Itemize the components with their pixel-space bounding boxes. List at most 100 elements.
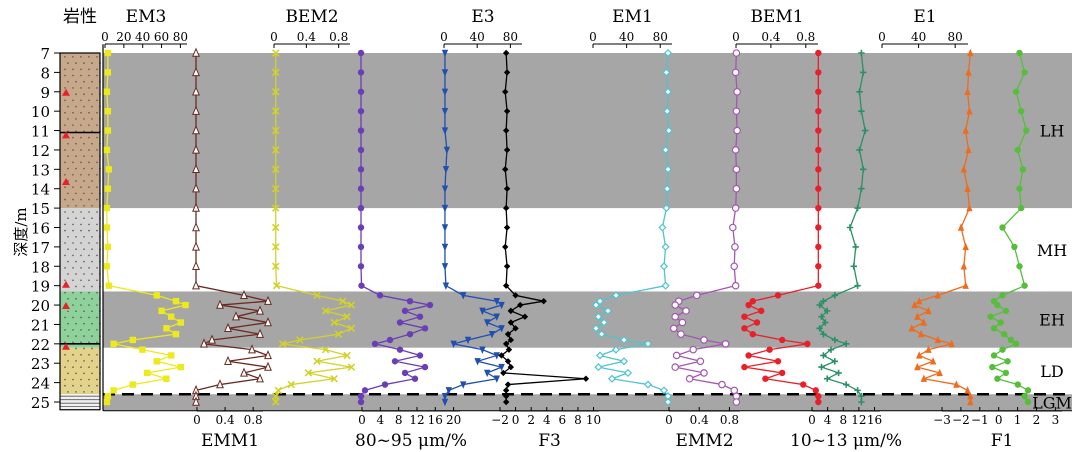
litho-texture-dot [96, 304, 98, 306]
data-point [502, 166, 509, 173]
axis-tick-label: 0 [665, 413, 673, 427]
data-point [144, 369, 151, 377]
data-point [474, 358, 481, 366]
data-point [104, 392, 112, 400]
data-point [271, 165, 280, 174]
litho-texture-dot [91, 391, 93, 393]
axis-tick-label: 40 [470, 30, 485, 44]
data-point [779, 369, 786, 377]
data-point [479, 346, 486, 354]
axis-tick-label: 8 [395, 413, 403, 427]
data-point [104, 127, 112, 134]
series-track-3 [357, 49, 434, 406]
data-point [1023, 127, 1030, 134]
litho-texture-dot [96, 291, 98, 294]
litho-texture-dot [72, 341, 74, 344]
data-point [671, 363, 680, 371]
axis-tick-label: −1 [971, 413, 989, 427]
data-point [503, 69, 511, 76]
data-point [460, 381, 467, 389]
data-point [779, 336, 786, 344]
litho-texture-dot [83, 360, 85, 362]
axis-label-4: E3 [471, 7, 494, 27]
data-point [500, 369, 507, 377]
litho-texture-dot [96, 316, 98, 319]
litho-texture-dot [75, 260, 77, 263]
litho-texture-dot [67, 260, 69, 263]
data-point [997, 319, 1004, 326]
litho-texture-dot [64, 161, 66, 164]
data-point [948, 339, 955, 348]
litho-texture-dot [80, 267, 82, 269]
data-point [1004, 358, 1011, 365]
litho-texture-dot [72, 186, 74, 188]
litho-texture-dot [83, 204, 85, 207]
series-track-4 [441, 49, 505, 407]
data-point [493, 352, 500, 360]
axis-tick-label: 80 [173, 30, 188, 44]
data-point [659, 262, 669, 271]
litho-texture-dot [83, 260, 85, 263]
litho-texture-dot [96, 223, 98, 226]
data-point [441, 224, 449, 232]
litho-texture-dot [91, 93, 93, 95]
litho-texture-dot [72, 291, 74, 294]
data-point [662, 204, 671, 213]
axis-tick-label: 0 [440, 30, 448, 44]
data-point [192, 202, 200, 212]
data-point [232, 311, 240, 321]
data-point [357, 243, 365, 251]
series-track-11 [987, 49, 1032, 406]
data-point [357, 146, 365, 154]
litho-texture-dot [67, 192, 69, 195]
litho-texture-dot [67, 105, 69, 108]
data-point [700, 336, 708, 344]
data-point [396, 319, 404, 326]
litho-texture-dot [72, 111, 74, 114]
data-point [824, 375, 831, 382]
data-point [441, 127, 449, 135]
axis-tick-label: 10 [586, 413, 601, 427]
data-point [812, 387, 819, 394]
litho-texture-dot [96, 267, 98, 269]
litho-texture-dot [72, 211, 74, 213]
litho-texture-dot [80, 291, 82, 294]
data-point [104, 185, 112, 192]
data-point [271, 223, 280, 232]
data-point [962, 281, 969, 289]
data-point [1018, 204, 1025, 212]
data-point [104, 243, 112, 251]
data-point [264, 317, 272, 327]
data-point [287, 380, 295, 389]
axis-tick-label: −2 [491, 413, 509, 427]
data-point [731, 68, 740, 77]
axis-tick-label: 60 [154, 30, 169, 44]
data-point [357, 204, 365, 212]
litho-texture-dot [64, 211, 66, 213]
data-point [163, 375, 170, 382]
data-point [104, 107, 112, 115]
data-point [967, 397, 974, 406]
data-point [663, 87, 673, 96]
data-point [271, 49, 280, 57]
data-point [732, 398, 741, 406]
data-point [503, 263, 511, 270]
data-point [479, 307, 486, 316]
axis-tick-label: −2 [952, 413, 970, 427]
litho-texture-dot [88, 68, 90, 71]
litho-texture-dot [75, 180, 77, 182]
data-point [607, 374, 617, 383]
data-point [858, 392, 865, 400]
litho-texture-dot [67, 248, 69, 251]
data-point [916, 296, 923, 305]
data-point [843, 381, 850, 388]
litho-texture-dot [72, 99, 74, 102]
litho-texture-dot [67, 322, 69, 325]
axis-label-5: F3 [538, 431, 561, 451]
litho-texture-dot [83, 236, 85, 238]
data-point [908, 324, 915, 332]
litho-texture-dot [91, 167, 93, 170]
data-point [827, 346, 835, 353]
data-point [103, 204, 111, 212]
